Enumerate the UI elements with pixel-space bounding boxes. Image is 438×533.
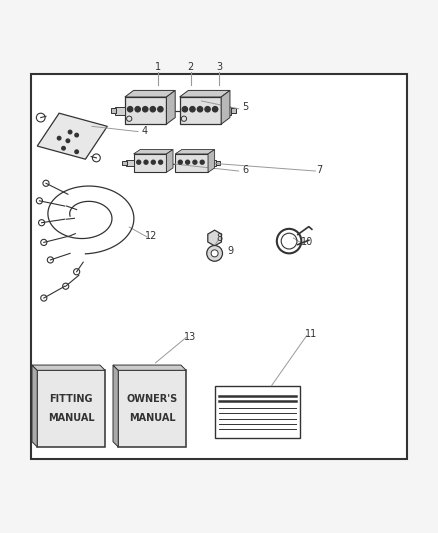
FancyBboxPatch shape [37, 370, 105, 447]
Polygon shape [166, 91, 175, 124]
FancyBboxPatch shape [231, 108, 236, 113]
Polygon shape [208, 150, 215, 172]
FancyBboxPatch shape [212, 246, 217, 256]
Circle shape [190, 107, 195, 112]
Polygon shape [134, 150, 173, 154]
Text: 8: 8 [216, 233, 222, 243]
Circle shape [205, 107, 210, 112]
Text: 7: 7 [317, 165, 323, 175]
Circle shape [143, 107, 148, 112]
FancyBboxPatch shape [115, 107, 125, 115]
Circle shape [137, 160, 141, 164]
Circle shape [135, 107, 140, 112]
FancyBboxPatch shape [126, 160, 134, 166]
FancyBboxPatch shape [208, 160, 216, 166]
FancyBboxPatch shape [180, 97, 221, 124]
Circle shape [158, 107, 163, 112]
Text: 11: 11 [305, 329, 317, 340]
Polygon shape [125, 91, 175, 97]
Polygon shape [37, 113, 107, 159]
Polygon shape [166, 150, 173, 172]
Polygon shape [113, 365, 118, 447]
FancyBboxPatch shape [215, 386, 300, 438]
Text: 9: 9 [227, 246, 233, 256]
Polygon shape [113, 365, 186, 370]
Text: 5: 5 [242, 102, 248, 111]
Text: MANUAL: MANUAL [48, 413, 95, 423]
Circle shape [207, 246, 223, 261]
Text: 3: 3 [216, 62, 222, 72]
Text: 2: 2 [187, 62, 194, 72]
Circle shape [159, 160, 162, 164]
Circle shape [75, 150, 78, 154]
Circle shape [186, 160, 190, 164]
Circle shape [66, 139, 70, 142]
Circle shape [151, 160, 155, 164]
Circle shape [57, 136, 61, 140]
Polygon shape [221, 91, 230, 124]
Circle shape [212, 107, 218, 112]
Circle shape [211, 250, 218, 257]
Circle shape [200, 160, 204, 164]
Text: 6: 6 [242, 165, 248, 175]
Polygon shape [32, 365, 37, 447]
Circle shape [144, 160, 148, 164]
Text: MANUAL: MANUAL [129, 413, 176, 423]
FancyBboxPatch shape [175, 154, 208, 172]
Polygon shape [180, 91, 230, 97]
Polygon shape [208, 230, 222, 246]
FancyBboxPatch shape [134, 154, 166, 172]
Text: FITTING: FITTING [49, 394, 93, 405]
Circle shape [62, 147, 65, 150]
Text: 12: 12 [145, 231, 157, 241]
Circle shape [182, 107, 187, 112]
FancyBboxPatch shape [221, 107, 231, 115]
Text: 10: 10 [300, 237, 313, 247]
Circle shape [150, 107, 155, 112]
FancyBboxPatch shape [111, 108, 116, 113]
Polygon shape [32, 365, 105, 370]
FancyBboxPatch shape [118, 370, 186, 447]
Text: 13: 13 [184, 332, 197, 342]
FancyBboxPatch shape [31, 74, 407, 459]
FancyBboxPatch shape [216, 161, 220, 165]
Polygon shape [175, 150, 215, 154]
Text: OWNER'S: OWNER'S [127, 394, 178, 405]
FancyBboxPatch shape [122, 161, 127, 165]
Circle shape [178, 160, 182, 164]
Text: 1: 1 [155, 62, 161, 72]
FancyBboxPatch shape [125, 97, 166, 124]
Circle shape [68, 130, 72, 134]
Circle shape [198, 107, 203, 112]
Text: 4: 4 [141, 126, 148, 136]
Circle shape [193, 160, 197, 164]
Circle shape [75, 133, 78, 137]
Circle shape [127, 107, 133, 112]
